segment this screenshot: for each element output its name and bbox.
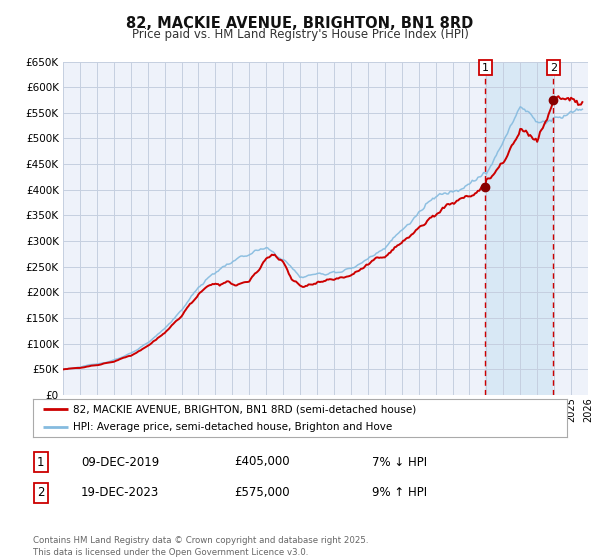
Text: Contains HM Land Registry data © Crown copyright and database right 2025.
This d: Contains HM Land Registry data © Crown c…: [33, 536, 368, 557]
Text: 82, MACKIE AVENUE, BRIGHTON, BN1 8RD (semi-detached house): 82, MACKIE AVENUE, BRIGHTON, BN1 8RD (se…: [73, 404, 416, 414]
Bar: [485, 62, 553, 395]
Text: 82, MACKIE AVENUE, BRIGHTON, BN1 8RD: 82, MACKIE AVENUE, BRIGHTON, BN1 8RD: [127, 16, 473, 31]
Text: £405,000: £405,000: [234, 455, 290, 469]
Text: £575,000: £575,000: [234, 486, 290, 500]
Text: HPI: Average price, semi-detached house, Brighton and Hove: HPI: Average price, semi-detached house,…: [73, 422, 392, 432]
Text: Price paid vs. HM Land Registry's House Price Index (HPI): Price paid vs. HM Land Registry's House …: [131, 28, 469, 41]
Text: 1: 1: [37, 455, 44, 469]
Text: 19-DEC-2023: 19-DEC-2023: [81, 486, 159, 500]
Text: 09-DEC-2019: 09-DEC-2019: [81, 455, 159, 469]
Text: 2: 2: [550, 63, 557, 73]
Text: 1: 1: [482, 63, 489, 73]
Text: 7% ↓ HPI: 7% ↓ HPI: [372, 455, 427, 469]
Text: 9% ↑ HPI: 9% ↑ HPI: [372, 486, 427, 500]
Text: 2: 2: [37, 486, 44, 500]
